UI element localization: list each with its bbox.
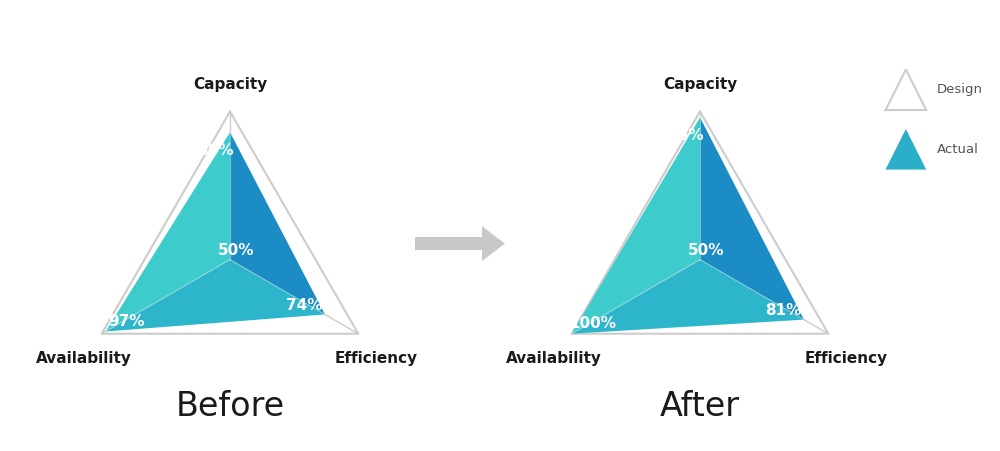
Text: Capacity: Capacity	[663, 77, 737, 92]
Text: 96%: 96%	[667, 128, 703, 143]
Text: 86%: 86%	[197, 143, 233, 157]
Polygon shape	[700, 117, 804, 320]
Polygon shape	[102, 111, 358, 334]
Polygon shape	[572, 111, 828, 334]
Text: Design: Design	[937, 83, 983, 96]
Polygon shape	[886, 129, 926, 170]
Text: After: After	[660, 390, 740, 423]
Polygon shape	[415, 226, 505, 261]
Text: 81%: 81%	[765, 303, 801, 318]
Polygon shape	[106, 260, 325, 331]
Text: 50%: 50%	[688, 243, 724, 258]
Text: 74%: 74%	[286, 298, 322, 313]
Polygon shape	[106, 132, 230, 331]
Polygon shape	[572, 260, 804, 334]
Text: Actual: Actual	[937, 143, 979, 156]
Text: Availability: Availability	[506, 351, 602, 367]
Text: Efficiency: Efficiency	[805, 351, 888, 367]
Text: Before: Before	[175, 390, 285, 423]
Text: Efficiency: Efficiency	[335, 351, 418, 367]
Polygon shape	[572, 117, 700, 334]
Text: 50%: 50%	[218, 243, 254, 258]
Polygon shape	[230, 132, 325, 314]
Text: Availability: Availability	[36, 351, 132, 367]
Text: 100%: 100%	[569, 316, 616, 331]
Text: Capacity: Capacity	[193, 77, 267, 92]
Text: 97%: 97%	[108, 313, 145, 329]
